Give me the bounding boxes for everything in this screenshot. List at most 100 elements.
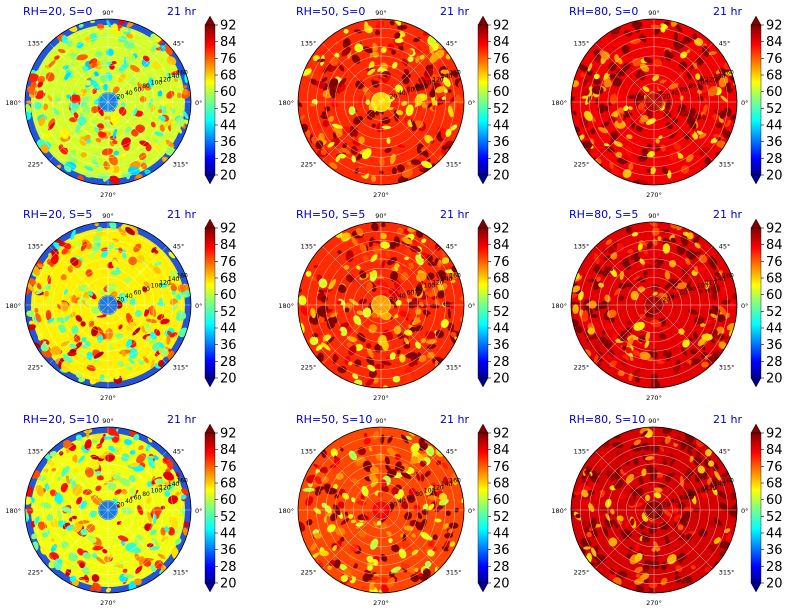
heatmap-cell xyxy=(702,104,708,114)
heatmap-cell xyxy=(77,520,90,524)
heatmap-cell xyxy=(410,159,421,166)
heatmap-cell xyxy=(345,250,354,263)
heatmap-cell xyxy=(370,175,377,182)
heatmap-cell xyxy=(437,280,443,292)
heatmap-cell xyxy=(444,140,453,147)
radial-tick-label: 120 xyxy=(432,76,444,83)
heatmap-cell xyxy=(420,473,425,482)
heatmap-cell xyxy=(47,317,55,324)
heatmap-cell xyxy=(588,300,597,309)
colorbar-tick-label: 84 xyxy=(766,35,783,50)
heatmap-cell xyxy=(669,151,679,162)
time-annotation: 21 hr xyxy=(713,5,742,18)
heatmap-cell xyxy=(31,533,37,540)
heatmap-cell xyxy=(113,369,121,380)
heatmap-cell xyxy=(665,100,671,111)
heatmap-cell xyxy=(48,552,60,561)
heatmap-cell xyxy=(421,508,429,516)
angle-tick-label: 315° xyxy=(446,364,462,372)
heatmap-cell xyxy=(686,116,696,125)
heatmap-cell xyxy=(378,156,385,166)
colorbar xyxy=(750,227,762,379)
heatmap-cell xyxy=(83,106,91,114)
heatmap-cell xyxy=(322,120,329,128)
heatmap-cell xyxy=(89,460,100,470)
heatmap-cell xyxy=(82,552,91,559)
heatmap-cell xyxy=(643,250,649,255)
heatmap-cell xyxy=(672,507,678,514)
angle-tick-label: 0° xyxy=(741,302,748,310)
heatmap-cell xyxy=(579,116,589,128)
heatmap-cell xyxy=(118,247,123,253)
heatmap-cell xyxy=(685,441,691,446)
angle-tick-label: 45° xyxy=(173,242,185,250)
colorbar-tick-label: 36 xyxy=(766,135,783,150)
heatmap-cell xyxy=(410,574,420,583)
colorbar-tick-label: 28 xyxy=(766,152,783,167)
heatmap-cell xyxy=(75,315,83,322)
heatmap-cell xyxy=(26,310,35,317)
heatmap-cell xyxy=(340,537,345,542)
heatmap-cell xyxy=(40,144,49,154)
heatmap-cell xyxy=(708,256,718,268)
heatmap-cell xyxy=(182,88,189,96)
heatmap-cell xyxy=(82,65,89,72)
heatmap-cell xyxy=(440,69,449,75)
heatmap-cell xyxy=(96,242,101,247)
heatmap-cell xyxy=(350,519,356,524)
heatmap-cell xyxy=(78,350,84,357)
radial-tick-label: 160 xyxy=(449,272,461,279)
heatmap-cell xyxy=(56,317,67,323)
heatmap-cell xyxy=(684,433,693,443)
heatmap-cell xyxy=(710,313,718,319)
angle-tick-label: 315° xyxy=(719,161,735,169)
heatmap-cell xyxy=(97,326,105,336)
heatmap-cell xyxy=(70,229,76,241)
heatmap-cell xyxy=(114,333,124,339)
heatmap-cell xyxy=(440,127,447,140)
heatmap-cell xyxy=(56,508,62,520)
heatmap-cell xyxy=(399,310,410,318)
heatmap-cell xyxy=(670,237,676,244)
heatmap-cell xyxy=(112,86,120,94)
heatmap-cell xyxy=(108,343,114,351)
angle-tick-label: 225° xyxy=(574,161,590,169)
heatmap-cell xyxy=(643,35,647,44)
heatmap-cell xyxy=(396,349,401,355)
heatmap-cell xyxy=(657,236,662,241)
polar-panel-4: 20 40 60 80 10012014016090°45°0°315°270°225°… xyxy=(5,208,236,402)
heatmap-cell xyxy=(650,373,659,382)
heatmap-cell xyxy=(102,32,108,38)
heatmap-cell xyxy=(623,29,633,37)
colorbar-tick-label: 84 xyxy=(493,443,510,458)
heatmap-cell xyxy=(86,428,90,438)
angle-tick-label: 315° xyxy=(173,364,189,372)
angle-tick-label: 180° xyxy=(278,99,294,107)
heatmap-cell xyxy=(35,484,44,497)
heatmap-cell xyxy=(321,342,331,351)
time-annotation: 21 hr xyxy=(167,5,196,18)
heatmap-cell xyxy=(331,366,336,372)
heatmap-cell xyxy=(129,64,141,73)
heatmap-cell xyxy=(98,105,104,117)
heatmap-cell xyxy=(414,325,423,332)
heatmap-cell xyxy=(390,271,398,282)
angle-tick-label: 90° xyxy=(102,417,114,425)
heatmap-cell xyxy=(158,282,168,288)
heatmap-cell xyxy=(181,488,189,495)
heatmap-cell xyxy=(369,581,377,591)
radial-tick-label: 60 xyxy=(134,290,142,297)
heatmap-cell xyxy=(54,55,60,60)
heatmap-cell xyxy=(368,446,373,452)
heatmap-cell xyxy=(133,224,139,236)
angle-tick-label: 180° xyxy=(5,99,21,107)
angle-tick-label: 180° xyxy=(5,302,21,310)
heatmap-cell xyxy=(427,549,435,557)
angle-tick-label: 315° xyxy=(719,569,735,577)
colorbar-tick-label: 28 xyxy=(493,560,510,575)
heatmap-cell xyxy=(321,111,327,116)
radial-tick-label: 20 xyxy=(390,502,398,509)
heatmap-cell xyxy=(419,460,427,467)
colorbar-tick-label: 20 xyxy=(493,577,510,592)
angle-tick-label: 180° xyxy=(551,302,567,310)
